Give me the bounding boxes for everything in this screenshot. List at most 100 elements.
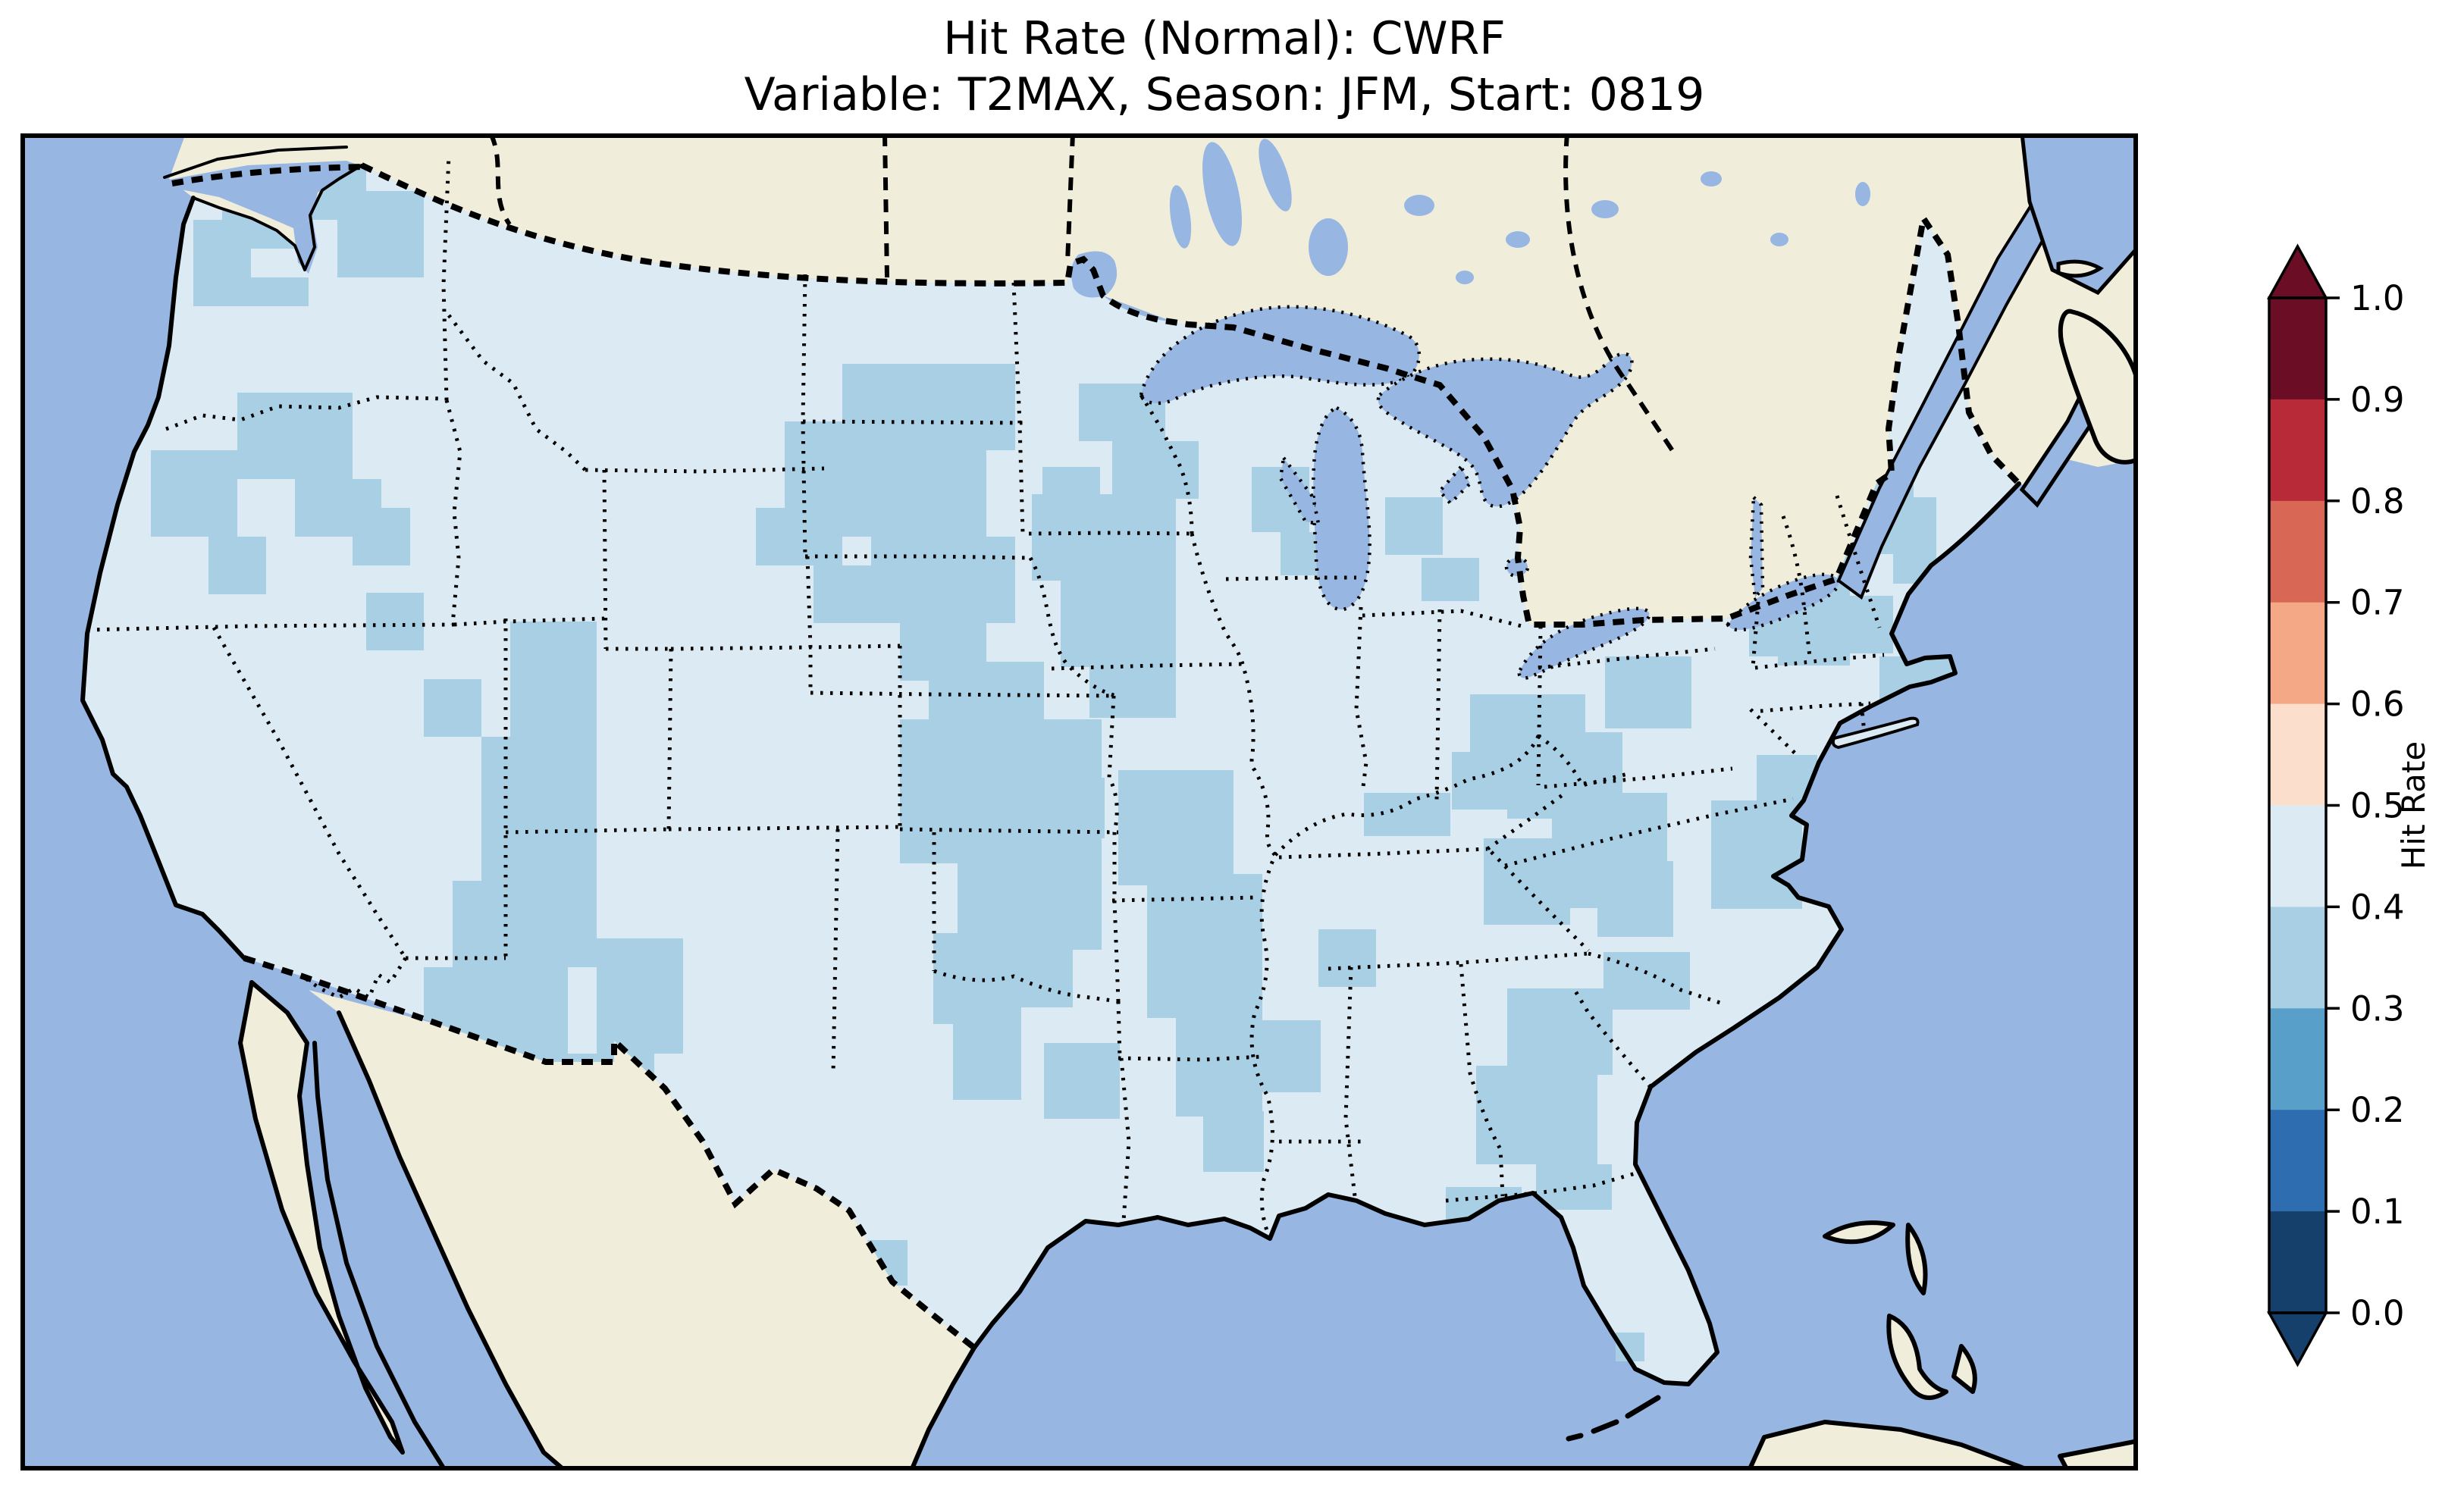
state-border — [1486, 792, 1565, 851]
hit-rate-cell-bin-03-04 — [756, 508, 842, 565]
hit-rate-cell-bin-03-04 — [1364, 793, 1450, 836]
state-border — [933, 969, 1119, 1004]
state-border — [666, 648, 673, 830]
colorbar-tick-label: 0.8 — [2350, 481, 2405, 521]
canada-lakes — [1071, 139, 1870, 298]
lake-winnipeg — [1202, 142, 1242, 246]
colorbar-tick-label: 0.2 — [2350, 1090, 2405, 1130]
colorbar-segment-0.7–0.8 — [2269, 500, 2326, 603]
state-border — [1112, 900, 1121, 1002]
colorbar-tick-label: 0.3 — [2350, 988, 2405, 1029]
canada-lake — [1456, 271, 1474, 284]
state-border — [1111, 895, 1257, 903]
colorbar-tick-label: 0.0 — [2350, 1293, 2405, 1333]
colorbar-tick-label: 0.7 — [2350, 583, 2405, 623]
hit-rate-cell-detached — [1651, 1333, 1679, 1361]
green-bay — [1278, 453, 1321, 526]
lake-nipigon — [1309, 218, 1348, 276]
lake-erie — [1517, 606, 1651, 680]
canada-lake — [1404, 195, 1434, 216]
state-border — [447, 314, 587, 471]
state-border — [1781, 515, 1812, 657]
colorbar-tick-label: 0.5 — [2350, 786, 2405, 826]
state-border — [831, 828, 840, 1074]
canada-lake — [1855, 182, 1870, 206]
hit-rate-cell-bin-03-04 — [1597, 861, 1673, 937]
canada-lake — [1591, 200, 1619, 218]
florida-keys — [1566, 1395, 1661, 1442]
state-border — [1536, 625, 1543, 786]
colorbar: 1.0 0.9 0.8 0.7 0.6 0.5 0.4 0.3 0.2 0.1 0.0 Hit Rat… — [2229, 227, 2464, 1410]
us-state-borders — [86, 154, 1885, 1239]
state-border — [1538, 647, 1716, 670]
state-border — [1139, 393, 1194, 534]
long-island — [1831, 716, 1920, 750]
state-border — [585, 466, 825, 474]
colorbar-segment-0.3–0.4 — [2269, 907, 2326, 1010]
colorbar-tick-label: 0.1 — [2350, 1192, 2405, 1232]
hit-rate-cell-bin-03-04 — [933, 933, 1021, 1024]
hit-rate-cell-bin-03-04 — [251, 277, 309, 306]
colorbar-arrow-over — [2267, 243, 2328, 299]
hit-rate-cell-bin-03-04 — [1203, 1111, 1264, 1172]
caribbean-islands — [1747, 1220, 2138, 1471]
colorbar-svg: 1.0 0.9 0.8 0.7 0.6 0.5 0.4 0.3 0.2 0.1 0.0 Hit Rat… — [2267, 243, 2432, 1367]
colorbar-segment-0.0–0.1 — [2269, 1211, 2326, 1314]
hit-rate-cell-bin-03-04 — [953, 1024, 1021, 1100]
state-border — [1751, 601, 1760, 669]
state-border — [1434, 609, 1442, 801]
atlantic-gulf-coastline — [972, 481, 2021, 1386]
hit-rate-cell-bin-03-04 — [1044, 1043, 1120, 1119]
conus-hit-rate-map — [20, 133, 2138, 1471]
hit-rate-cell-bin-03-04 — [1835, 596, 1893, 653]
state-border — [805, 554, 1031, 560]
hit-rate-cell-bin-03-04 — [1385, 497, 1443, 555]
mexico-gulf-of-california-coast — [312, 1010, 567, 1471]
colorbar-segment-0.4–0.5 — [2269, 805, 2326, 908]
state-border — [212, 626, 408, 960]
abaco-island — [1905, 1223, 1928, 1295]
map-canvas — [20, 133, 2138, 1471]
hit-rate-cell-bin-03-04 — [366, 593, 424, 650]
state-border — [86, 622, 455, 632]
hit-rate-cell-bin-03-04 — [597, 938, 683, 1054]
lake-champlain — [1748, 493, 1765, 602]
hit-rate-cell-bin-03-04 — [1507, 988, 1613, 1075]
colorbar-segment-0.9–1.0 — [2269, 298, 2326, 400]
figure-title: Hit Rate (Normal): CWRF Variable: T2MAX,… — [0, 11, 2449, 123]
lake-huron — [1376, 352, 1634, 509]
baja-california-land — [238, 980, 405, 1455]
state-border — [1362, 609, 1528, 630]
colorbar-tick-label: 0.9 — [2350, 380, 2405, 420]
canada-province-borders — [488, 133, 1676, 453]
pacific-coastline — [80, 196, 246, 960]
prince-edward-island — [2056, 259, 2104, 278]
state-border — [1754, 653, 1885, 670]
hit-rate-cell-bin-03-04 — [151, 450, 237, 537]
cuba-east-land — [2058, 1439, 2138, 1471]
hit-rate-cells-detached-florida — [1616, 1333, 1714, 1361]
state-border — [1328, 951, 1589, 971]
hit-rate-cell-bin-03-04 — [1089, 638, 1176, 718]
state-border-mississippi-river — [1190, 533, 1278, 1239]
hit-rate-cell-bin-03-04 — [193, 220, 251, 306]
hit-rate-cell-detached — [1685, 1333, 1714, 1361]
hit-rate-cell-bin-03-04 — [1711, 800, 1802, 909]
canada-lake — [1770, 233, 1788, 246]
state-border — [1445, 1171, 1636, 1203]
colorbar-tick-label: 0.6 — [2350, 684, 2405, 725]
state-border — [1760, 701, 1871, 713]
state-border — [1749, 708, 1800, 758]
grand-bahama-island — [1823, 1220, 1895, 1245]
colorbar-label: Hit Rate — [2395, 741, 2432, 869]
hit-rate-cell-bin-03-04 — [237, 393, 353, 479]
state-border — [1343, 966, 1357, 1197]
hit-rate-cell-bin-03-04 — [1605, 656, 1691, 728]
hit-rate-cell-bin-03-04 — [1118, 770, 1234, 885]
canada-lake — [1701, 171, 1722, 186]
state-border — [301, 957, 408, 1001]
colorbar-segment-0.2–0.3 — [2269, 1008, 2326, 1111]
hit-rate-cell-bin-03-04 — [337, 191, 424, 277]
state-border — [1354, 606, 1368, 794]
hit-rate-cell-bin-03-04 — [510, 967, 568, 1025]
